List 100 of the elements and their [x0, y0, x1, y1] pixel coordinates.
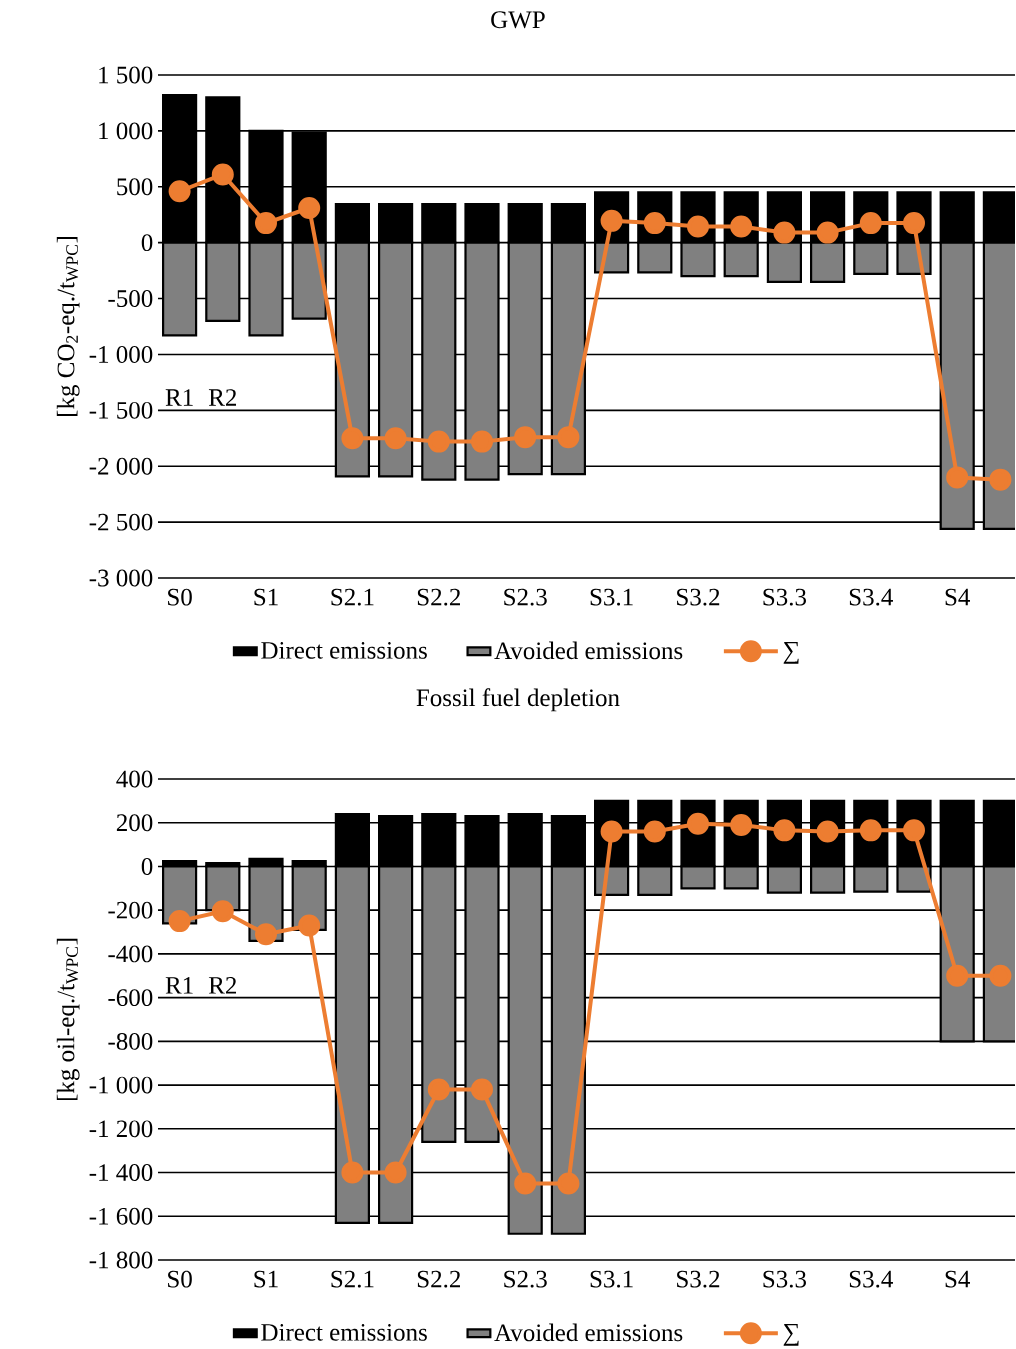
y-tick-label: -3 000 — [89, 569, 153, 587]
x-tick-label: S3.2 — [677, 588, 720, 606]
bar — [939, 241, 975, 530]
legend-label: Avoided emissions — [494, 641, 683, 660]
point — [557, 1172, 580, 1195]
y-tick-label: -1 200 — [89, 1120, 153, 1138]
bar — [939, 865, 975, 1043]
point — [341, 427, 364, 450]
bar — [421, 865, 457, 1144]
y-axis-title: [kg oil-eq./t$_{WPC}$] — [56, 938, 80, 1101]
y-tick-label: 400 — [116, 770, 153, 788]
x-tick-label: S0 — [168, 588, 192, 606]
point — [298, 914, 321, 937]
chart-title: GWP — [491, 11, 545, 29]
x-tick-label: S3.3 — [763, 1270, 807, 1288]
bar — [421, 241, 457, 481]
y-tick-label: -500 — [108, 290, 153, 307]
x-tick-label: S3.1 — [590, 1270, 633, 1288]
x-tick-label: S2.3 — [504, 588, 547, 606]
x-tick-label: S2.2 — [418, 1270, 461, 1288]
y-tick-label: -400 — [108, 945, 153, 963]
bar — [464, 241, 500, 481]
y-tick-label: 500 — [117, 178, 153, 196]
bar — [334, 241, 371, 478]
point — [471, 1078, 494, 1101]
point — [255, 923, 278, 946]
legend-label: Avoided emissions — [494, 1323, 683, 1342]
point — [211, 900, 234, 923]
x-tick-label: S2.1 — [331, 1270, 374, 1288]
point — [255, 212, 278, 235]
bar — [982, 865, 1016, 1043]
x-tick-label: S1 — [254, 1270, 278, 1288]
x-tick-label: S2.3 — [504, 1270, 547, 1288]
annotation: R1 — [165, 389, 193, 406]
bar — [162, 241, 198, 337]
x-tick-label: S1 — [254, 588, 278, 606]
legend-label: ∑ — [783, 1324, 799, 1346]
y-tick-label: -1 800 — [89, 1251, 153, 1269]
point — [427, 430, 450, 453]
point — [557, 426, 580, 449]
legend-label: Direct emissions — [261, 641, 427, 659]
point — [298, 197, 321, 220]
x-tick-label: S3.4 — [850, 1270, 894, 1288]
bar — [982, 241, 1016, 530]
y-tick-label: -1 600 — [89, 1207, 153, 1225]
point — [946, 466, 969, 489]
y-tick-label: -2 000 — [89, 457, 153, 475]
bar — [507, 241, 543, 476]
x-tick-label: S3.1 — [590, 588, 633, 606]
y-tick-label: -1 000 — [89, 1076, 153, 1094]
point — [989, 964, 1012, 987]
x-tick-label: S4 — [945, 588, 971, 606]
bar — [464, 865, 500, 1144]
point — [168, 180, 191, 203]
point — [341, 1161, 364, 1184]
y-tick-label: -2 500 — [89, 513, 153, 531]
y-tick-label: 1 500 — [99, 66, 153, 84]
y-tick-label: -1 000 — [89, 346, 153, 363]
y-tick-label: -800 — [108, 1032, 153, 1050]
y-tick-label: 0 — [141, 858, 153, 875]
y-tick-label: -1 500 — [89, 401, 153, 419]
annotation: R1 — [165, 977, 193, 994]
bar — [507, 865, 543, 1235]
y-tick-label: 0 — [141, 234, 153, 252]
bar — [550, 241, 587, 476]
y-axis-title: [kg CO$_{2}$-eq./t$_{WPC}$] — [56, 236, 80, 416]
bar — [378, 241, 414, 478]
y-tick-label: 1 000 — [99, 122, 153, 140]
bar — [334, 865, 371, 1224]
point — [168, 910, 191, 933]
x-tick-label: S3.3 — [763, 588, 807, 606]
bar — [205, 241, 241, 322]
point — [211, 163, 234, 186]
legend-label: ∑ — [783, 642, 799, 664]
x-tick-label: S3.4 — [850, 588, 894, 606]
annotation: R2 — [209, 977, 237, 994]
x-tick-label: S2.2 — [418, 588, 461, 606]
y-tick-label: -1 400 — [89, 1164, 153, 1181]
point — [946, 964, 969, 987]
y-tick-label: -200 — [108, 901, 153, 919]
point — [773, 221, 796, 244]
point — [471, 430, 494, 453]
x-tick-label: S4 — [945, 1270, 971, 1288]
point — [427, 1078, 450, 1101]
point — [816, 221, 839, 244]
x-tick-label: S3.2 — [677, 1270, 720, 1288]
point — [989, 468, 1012, 491]
bar — [550, 865, 587, 1235]
x-tick-label: S0 — [168, 1270, 192, 1288]
y-tick-label: -600 — [108, 989, 153, 1007]
point — [384, 1161, 407, 1184]
annotation: R2 — [209, 389, 237, 406]
point — [514, 1172, 537, 1195]
legend-label: Direct emissions — [261, 1323, 427, 1341]
chart-title: Fossil fuel depletion — [416, 688, 620, 712]
x-tick-label: S2.1 — [331, 588, 374, 606]
point — [514, 426, 537, 449]
y-tick-label: 200 — [117, 814, 153, 832]
point — [384, 427, 407, 450]
bar — [378, 865, 414, 1224]
